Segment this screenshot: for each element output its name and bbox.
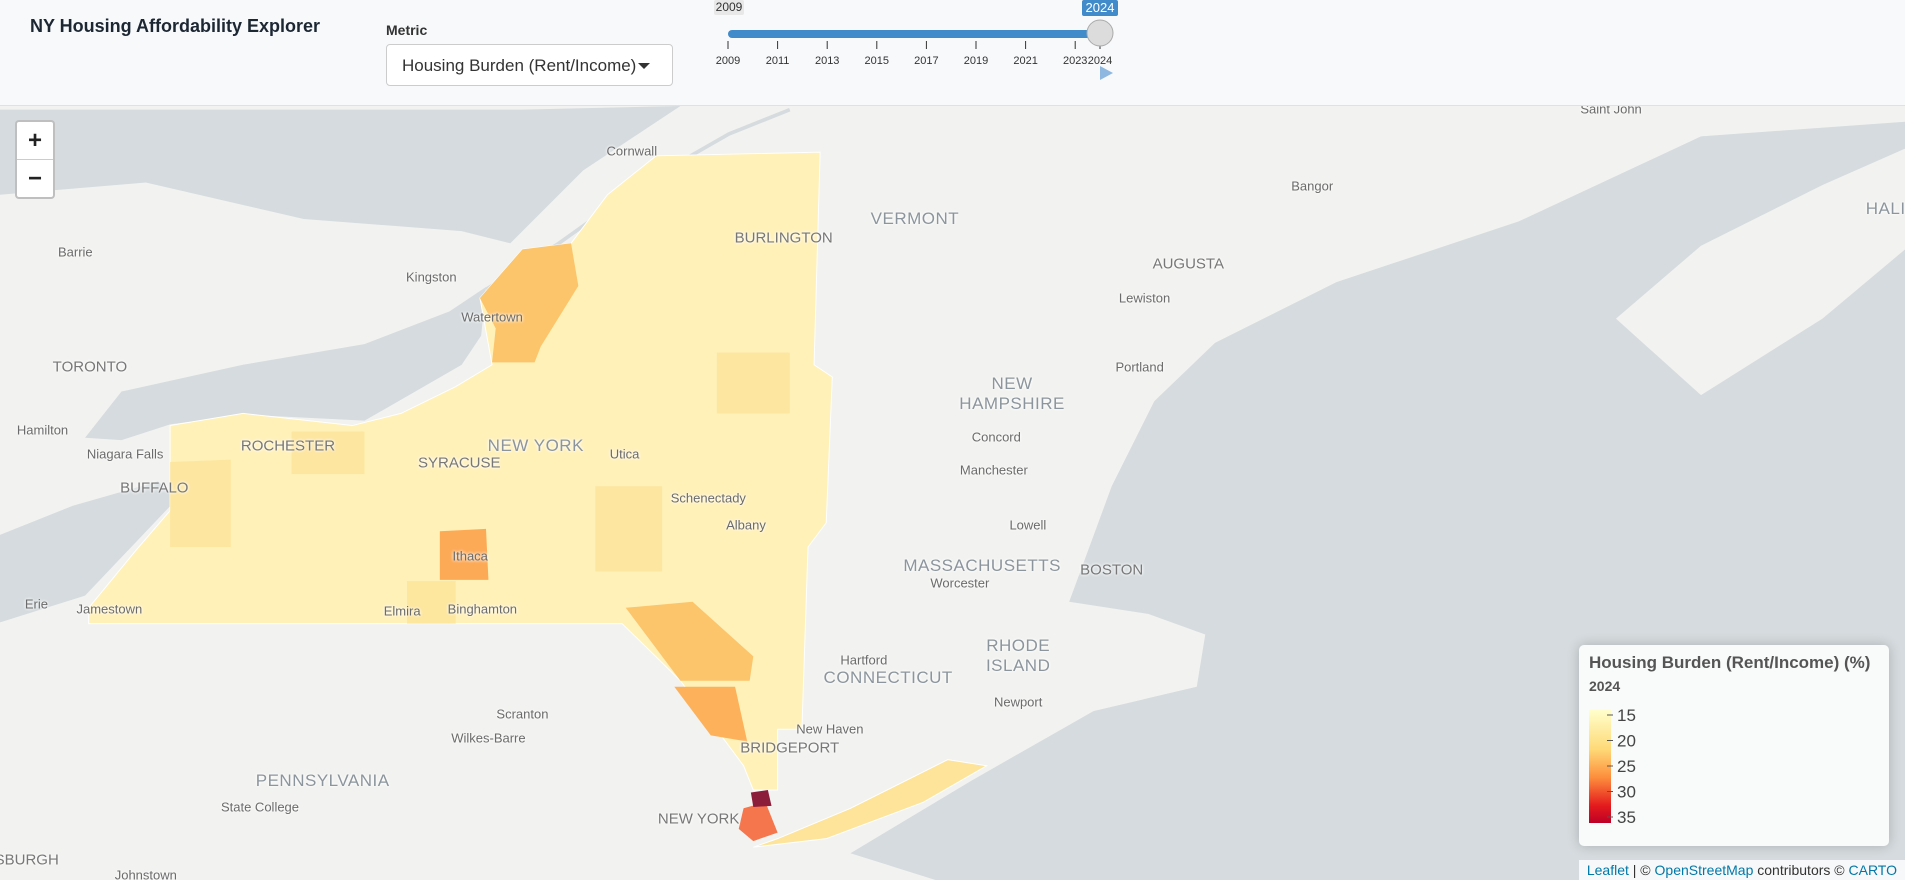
metric-selected: Housing Burden (Rent/Income) [402, 56, 637, 75]
legend-scale: 15 20 25 30 35 [1589, 706, 1636, 827]
map-label: Albany [726, 517, 766, 533]
map-label: NEW YORK [487, 435, 584, 455]
legend-tick-label: 20 [1617, 732, 1636, 751]
map-label: Hamilton [16, 422, 69, 438]
attribution: Leaflet | © OpenStreetMap contributors ©… [1578, 860, 1905, 880]
map-label: Manchester [959, 462, 1028, 478]
map-label: TORONTO [52, 358, 128, 376]
map-label: NEW HAMPSHIRE [959, 373, 1065, 413]
map-label: BURLINGTON [734, 229, 833, 247]
map-label: Worcester [930, 575, 990, 591]
map-label: Lowell [1009, 517, 1047, 533]
slider-tick-label: 2015 [865, 55, 889, 67]
map-label: Johnstown [114, 867, 177, 880]
legend-tick-label: 35 [1617, 808, 1636, 827]
map-label: Binghamton [447, 601, 518, 617]
header: NY Housing Affordability Explorer Metric… [0, 0, 1905, 106]
metric-label: Metric [386, 22, 428, 38]
map-label: MASSACHUSETTS [903, 556, 1061, 576]
attribution-link[interactable]: CARTO [1848, 862, 1898, 878]
slider-track [728, 30, 1100, 38]
slider-handle[interactable] [1086, 19, 1114, 47]
map-label: NEW YORK [657, 810, 740, 828]
map-label: Ithaca [452, 548, 488, 564]
map-label: CONNECTICUT [823, 667, 953, 687]
attribution-link[interactable]: Leaflet [1586, 862, 1629, 878]
map-label: AUGUSTA [1152, 255, 1224, 273]
play-button[interactable] [1100, 66, 1113, 80]
map-label: Wilkes-Barre [451, 730, 526, 745]
attribution-text: contributors © [1757, 862, 1845, 878]
metric-select[interactable]: Housing Burden (Rent/Income) [386, 44, 673, 86]
map-label: Scranton [496, 706, 549, 722]
slider-tick-label: 2013 [815, 55, 839, 67]
slider-tick-label: 2021 [1013, 55, 1037, 67]
map-label: VERMONT [870, 208, 960, 228]
zoom-in-button[interactable]: + [27, 127, 42, 154]
legend-title: Housing Burden (Rent/Income) (%) [1589, 653, 1871, 672]
map-label: RHODE ISLAND [985, 636, 1051, 676]
map-label: ROCHESTER [240, 437, 336, 455]
map-label: New Haven [796, 721, 864, 737]
map-label: Utica [609, 446, 640, 462]
map-label: Watertown [461, 309, 523, 325]
legend-subtitle: 2024 [1589, 678, 1621, 694]
slider-value-label: 2024 [1086, 0, 1115, 15]
slider-tick-label: 2017 [914, 55, 938, 67]
zoom-out-button[interactable]: − [17, 159, 53, 197]
map-label: SYRACUSE [418, 454, 501, 472]
legend-tick-label: 25 [1617, 757, 1636, 776]
legend-gradient [1589, 710, 1611, 823]
map-label: Hartford [840, 652, 888, 668]
slider-tick-label: 2023 [1063, 55, 1087, 67]
map-label: Erie [24, 596, 48, 612]
map-label: BRIDGEPORT [740, 739, 840, 757]
slider-tick-label: 2019 [964, 55, 988, 67]
zoom-control: + − [15, 120, 55, 199]
map-label: SBURGH [0, 851, 59, 869]
slider-value-bubble [1082, 0, 1118, 16]
map-label: Niagara Falls [86, 446, 164, 462]
attribution-text: | © [1632, 862, 1651, 878]
map-label: Barrie [57, 244, 93, 259]
map-label: Kingston [406, 269, 457, 285]
map-label: Newport [993, 694, 1043, 710]
slider-tick-label: 2011 [766, 55, 790, 67]
app-title: NY Housing Affordability Explorer [30, 16, 321, 36]
map-label: HALI [1865, 198, 1905, 218]
map-label: PENNSYLVANIA [255, 771, 390, 791]
map-label: Elmira [383, 603, 421, 619]
slider-tick-label: 2009 [716, 55, 740, 67]
map-label: Cornwall [606, 143, 658, 159]
map-label: Schenectady [670, 490, 746, 506]
map-label: Lewiston [1118, 290, 1171, 306]
legend: Housing Burden (Rent/Income) (%) 2024 15… [1579, 645, 1889, 846]
map-label: Jamestown [76, 601, 143, 617]
slider-min-bubble [714, 0, 744, 15]
attribution-link[interactable]: OpenStreetMap [1654, 862, 1754, 878]
map-label: Portland [1115, 359, 1164, 375]
map-label: Bangor [1291, 178, 1334, 194]
map-label: Concord [971, 429, 1021, 445]
map-label: BOSTON [1080, 561, 1144, 579]
slider-tick-label: 2024 [1088, 55, 1112, 67]
year-slider[interactable]: 2009 2011 2013 2015 2017 2019 2021 2023 20242009… [0, 0, 1200, 100]
slider-min-label: 2009 [716, 0, 743, 14]
legend-tick-label: 15 [1617, 706, 1636, 725]
map-label: BUFFALO [120, 479, 189, 497]
legend-tick-label: 30 [1617, 783, 1636, 802]
map-label: State College [220, 799, 300, 815]
